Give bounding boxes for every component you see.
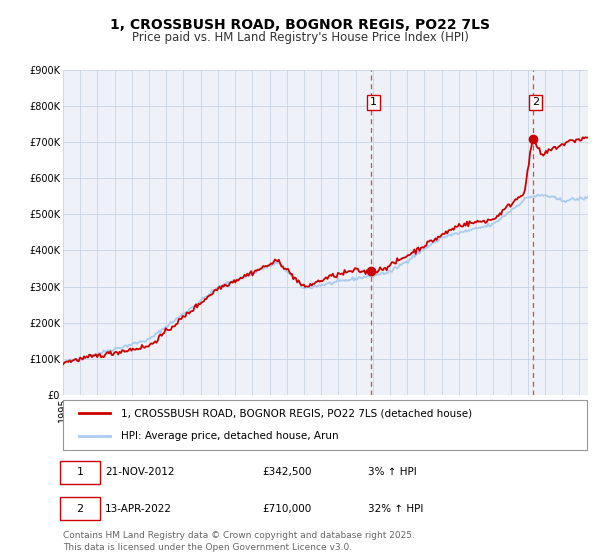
FancyBboxPatch shape — [61, 461, 100, 484]
Text: 13-APR-2022: 13-APR-2022 — [105, 504, 172, 514]
Text: 1, CROSSBUSH ROAD, BOGNOR REGIS, PO22 7LS (detached house): 1, CROSSBUSH ROAD, BOGNOR REGIS, PO22 7L… — [121, 408, 472, 418]
Text: HPI: Average price, detached house, Arun: HPI: Average price, detached house, Arun — [121, 431, 338, 441]
Text: £342,500: £342,500 — [263, 468, 312, 478]
FancyBboxPatch shape — [61, 497, 100, 520]
Text: 3% ↑ HPI: 3% ↑ HPI — [367, 468, 416, 478]
Text: 1, CROSSBUSH ROAD, BOGNOR REGIS, PO22 7LS: 1, CROSSBUSH ROAD, BOGNOR REGIS, PO22 7L… — [110, 18, 490, 32]
Text: 2: 2 — [532, 97, 539, 108]
Text: 2: 2 — [77, 504, 83, 514]
FancyBboxPatch shape — [63, 400, 587, 450]
Text: Price paid vs. HM Land Registry's House Price Index (HPI): Price paid vs. HM Land Registry's House … — [131, 31, 469, 44]
Text: 1: 1 — [77, 468, 83, 478]
Text: 21-NOV-2012: 21-NOV-2012 — [105, 468, 175, 478]
Text: £710,000: £710,000 — [263, 504, 312, 514]
Text: 32% ↑ HPI: 32% ↑ HPI — [367, 504, 423, 514]
Text: Contains HM Land Registry data © Crown copyright and database right 2025.
This d: Contains HM Land Registry data © Crown c… — [63, 531, 415, 552]
Text: 1: 1 — [370, 97, 377, 108]
